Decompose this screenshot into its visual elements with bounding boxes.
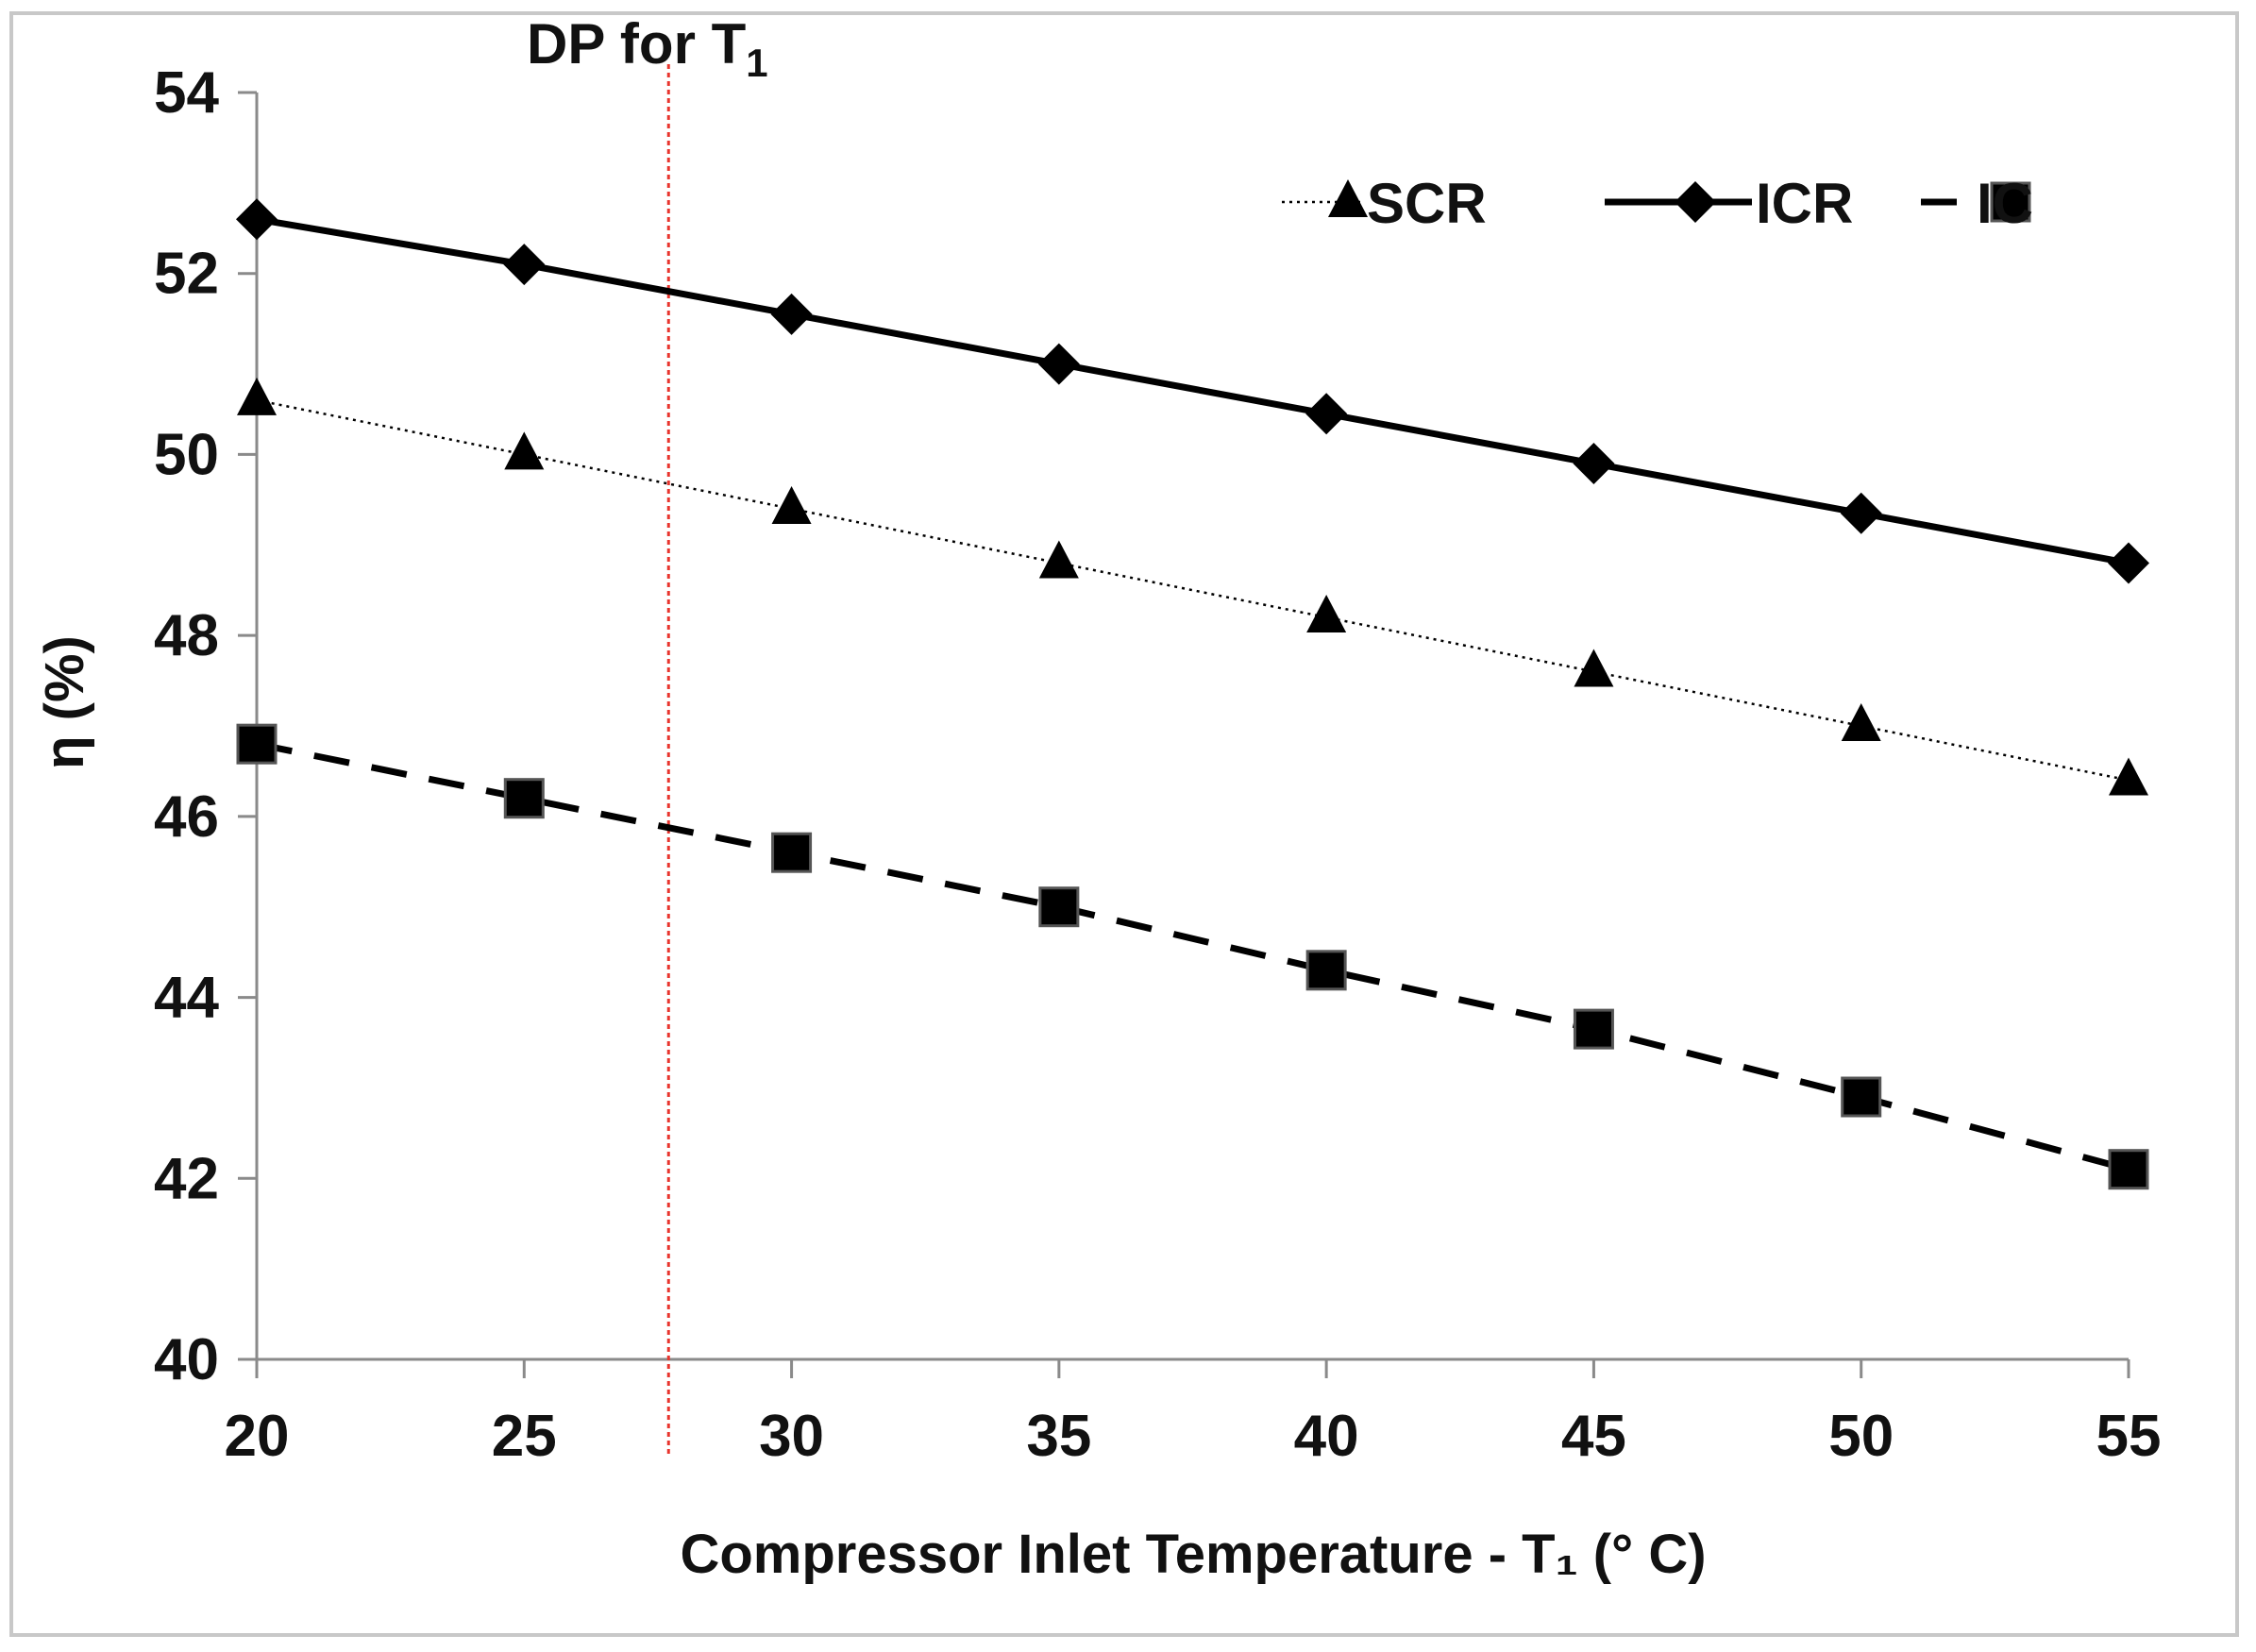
data-point-icr [1305,393,1348,435]
data-point-ic [236,723,278,765]
data-point-icr [503,244,546,286]
x-tick-label: 45 [1561,1404,1626,1469]
data-point-scr [1841,703,1881,741]
y-tick-label: 48 [154,603,219,668]
legend-marker-ic [1990,181,2031,223]
x-axis-title: Compressor Inlet Temperature - T₁ (° C) [680,1524,1706,1585]
data-point-ic [1305,950,1347,991]
data-point-scr [2109,757,2148,796]
y-tick-label: 52 [154,242,219,307]
axes: 40 42 44 46 48 50 52 54 20 25 30 35 40 45 50 55 [154,60,2161,1469]
legend-label-scr: SCR [1367,172,1487,235]
data-point-icr [1573,443,1615,485]
data-point-scr [237,377,277,415]
annotation-layer: DP for T1 [527,12,768,1454]
data-point-scr [504,431,545,470]
data-point-icr [770,293,813,335]
x-tick-label: 55 [2096,1404,2162,1469]
chart-frame [9,11,2239,1637]
y-tick-label: 46 [154,784,219,850]
x-tick-label: 20 [225,1404,290,1469]
y-tick-label: 44 [154,966,219,1031]
data-point-ic [503,778,545,819]
y-tick-label: 50 [154,422,219,487]
y-axis-title: η (%) [34,635,95,769]
series-layer [236,198,2149,1190]
legend-marker-icr [1675,181,1716,223]
legend: SCR ICR IC [1282,172,2033,235]
series-line-scr [256,398,2130,782]
data-point-icr [1037,343,1080,385]
legend-label-ic: IC [1977,172,2033,235]
x-tick-label: 30 [759,1404,824,1469]
data-point-icr [2108,542,2149,584]
x-tick-label: 50 [1828,1404,1894,1469]
data-point-icr [1840,492,1882,534]
data-point-ic [1573,1008,1614,1050]
x-tick-label: 25 [492,1404,557,1469]
y-tick-label: 40 [154,1327,219,1392]
series-ic [236,723,2149,1190]
series-line-ic [256,740,2130,1173]
data-point-icr [236,198,278,241]
design-point-label: DP for T1 [527,12,768,85]
data-point-ic [771,832,813,873]
data-point-scr [1306,594,1347,632]
data-point-ic [1841,1076,1882,1118]
data-point-scr [771,485,812,524]
series-line-icr [256,215,2130,566]
design-point-label-subscript: 1 [746,41,767,85]
legend-item-scr: SCR [1282,172,1487,235]
data-point-scr [1038,540,1079,579]
legend-label-icr: ICR [1756,172,1853,235]
legend-item-icr: ICR [1605,172,1853,235]
series-scr [237,377,2148,796]
data-point-ic [2108,1149,2149,1190]
x-tick-label: 40 [1294,1404,1359,1469]
y-tick-label: 42 [154,1146,219,1211]
legend-marker-scr [1328,179,1368,217]
data-point-scr [1574,649,1614,687]
y-tick-label: 54 [154,60,219,126]
series-icr [236,198,2149,584]
data-point-ic [1038,886,1080,928]
x-tick-label: 35 [1026,1404,1091,1469]
legend-item-ic: IC [1921,172,2033,235]
